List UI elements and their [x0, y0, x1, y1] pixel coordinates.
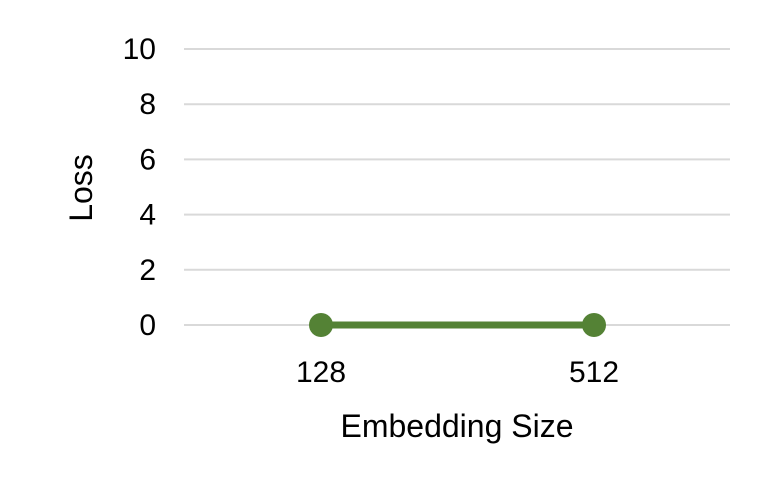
x-axis-ticks: 128 512 [296, 356, 619, 389]
y-tick-label: 8 [139, 88, 156, 121]
y-axis-ticks: 0 2 4 6 8 10 [123, 33, 156, 342]
x-tick-label: 512 [569, 356, 619, 389]
y-tick-label: 2 [139, 254, 156, 287]
y-tick-label: 6 [139, 143, 156, 176]
y-tick-label: 0 [139, 309, 156, 342]
y-tick-label: 4 [139, 199, 156, 232]
x-axis-label: Embedding Size [340, 408, 573, 444]
series-group [309, 313, 606, 337]
y-axis-label: Loss [63, 154, 99, 222]
x-tick-label: 128 [296, 356, 346, 389]
data-point [309, 313, 333, 337]
y-tick-label: 10 [123, 33, 156, 66]
gridlines [184, 48, 730, 326]
data-point [582, 313, 606, 337]
